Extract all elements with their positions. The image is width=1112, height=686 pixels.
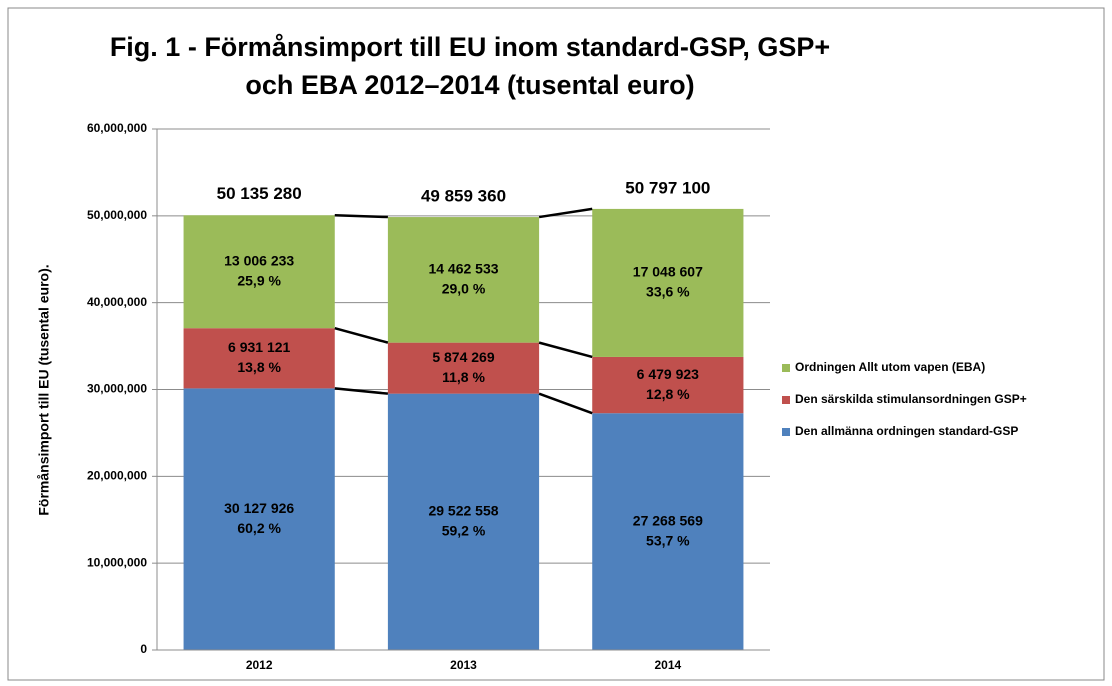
series-line bbox=[334, 326, 389, 344]
bar-segment bbox=[387, 217, 540, 343]
bar-segment bbox=[592, 208, 744, 357]
total-label: 49 859 360 bbox=[421, 187, 506, 206]
percent-label: 33,6 % bbox=[646, 284, 690, 300]
series-line bbox=[334, 387, 389, 395]
chart-title: Fig. 1 - Förmånsimport till EU inom stan… bbox=[109, 32, 831, 100]
y-tick-label: 50,000,000 bbox=[87, 208, 147, 222]
bar-segment bbox=[387, 342, 540, 394]
series-line bbox=[538, 341, 593, 359]
legend-swatch bbox=[782, 364, 790, 372]
chart-border bbox=[7, 7, 1105, 681]
y-tick-label: 30,000,000 bbox=[87, 382, 147, 396]
percent-label: 59,2 % bbox=[442, 523, 486, 539]
value-label: 29 522 558 bbox=[428, 503, 498, 519]
percent-label: 60,2 % bbox=[237, 520, 281, 536]
x-tick-label: 2013 bbox=[450, 658, 477, 672]
bar-segment bbox=[183, 215, 335, 329]
percent-label: 29,0 % bbox=[442, 281, 486, 297]
bar-segment bbox=[183, 388, 335, 650]
percent-label: 53,7 % bbox=[646, 532, 690, 548]
value-label: 14 462 533 bbox=[428, 261, 498, 277]
x-tick-label: 2014 bbox=[654, 658, 681, 672]
series-line bbox=[538, 392, 593, 415]
y-tick-label: 10,000,000 bbox=[87, 555, 147, 569]
legend-label: Ordningen Allt utom vapen (EBA) bbox=[795, 360, 985, 374]
y-tick-label: 40,000,000 bbox=[87, 295, 147, 309]
value-label: 13 006 233 bbox=[224, 252, 294, 268]
legend-label: Den särskilda stimulansordningen GSP+ bbox=[795, 392, 1027, 406]
value-label: 30 127 926 bbox=[224, 500, 294, 516]
y-tick-label: 60,000,000 bbox=[87, 121, 147, 135]
y-tick-label: 20,000,000 bbox=[87, 469, 147, 483]
percent-label: 12,8 % bbox=[646, 386, 690, 402]
percent-label: 13,8 % bbox=[237, 359, 281, 375]
value-label: 6 479 923 bbox=[637, 366, 699, 382]
legend-label: Den allmänna ordningen standard-GSP bbox=[795, 424, 1018, 438]
percent-label: 25,9 % bbox=[237, 272, 281, 288]
bar-segment bbox=[387, 393, 540, 650]
bar-segment bbox=[183, 328, 335, 389]
series-line bbox=[334, 214, 388, 219]
value-label: 5 874 269 bbox=[432, 349, 494, 365]
total-label: 50 135 280 bbox=[217, 184, 302, 203]
series-line bbox=[538, 207, 593, 219]
value-label: 17 048 607 bbox=[633, 264, 703, 280]
value-label: 27 268 569 bbox=[633, 512, 703, 528]
percent-label: 11,8 % bbox=[442, 369, 485, 385]
y-tick-label: 0 bbox=[140, 642, 147, 656]
bar-segment bbox=[592, 356, 744, 414]
x-tick-label: 2012 bbox=[246, 658, 273, 672]
total-label: 50 797 100 bbox=[625, 178, 710, 197]
value-label: 6 931 121 bbox=[228, 339, 290, 355]
legend-swatch bbox=[782, 428, 790, 436]
bar-segment bbox=[592, 413, 744, 650]
y-axis-label: Förmånsimport till EU (tusental euro). bbox=[36, 264, 52, 515]
legend-swatch bbox=[782, 396, 790, 404]
